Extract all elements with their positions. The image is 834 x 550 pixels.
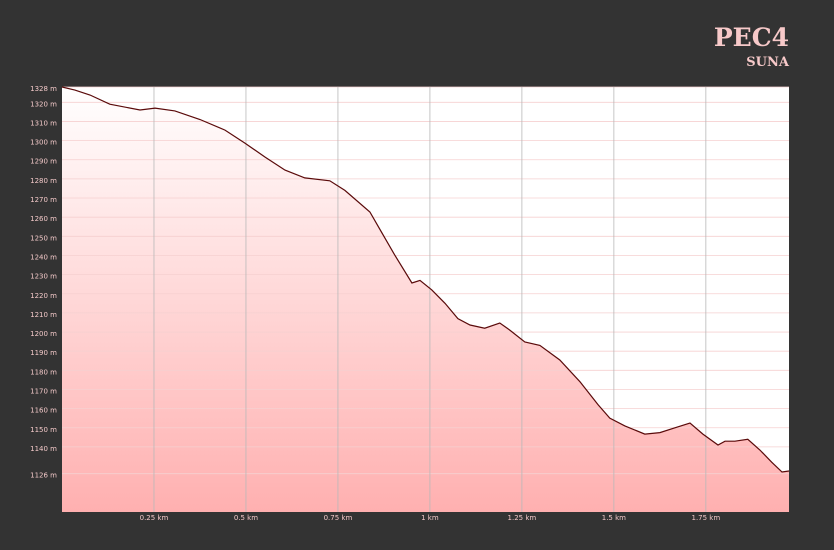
y-tick-label: 1328 m: [30, 85, 57, 93]
y-tick-label: 1200 m: [30, 330, 57, 338]
y-tick-label: 1170 m: [30, 387, 57, 395]
y-tick-label: 1160 m: [30, 407, 57, 415]
y-tick-label: 1320 m: [30, 100, 57, 108]
y-tick-label: 1300 m: [30, 139, 57, 147]
elevation-line: [61, 86, 790, 473]
y-tick-label: 1180 m: [30, 368, 57, 376]
x-tick-label: 1.5 km: [602, 514, 626, 522]
x-tick-label: 1.75 km: [692, 514, 721, 522]
y-tick-label: 1230 m: [30, 273, 57, 281]
chart-title: PEC4: [714, 23, 789, 52]
y-tick-label: 1280 m: [30, 177, 57, 185]
y-tick-label: 1140 m: [30, 445, 57, 453]
y-tick-label: 1260 m: [30, 215, 57, 223]
chart-subtitle: SUNA: [746, 55, 790, 70]
y-tick-label: 1150 m: [30, 426, 57, 434]
x-tick-label: 1.25 km: [508, 514, 537, 522]
y-tick-label: 1250 m: [30, 234, 57, 242]
y-tick-label: 1290 m: [30, 158, 57, 166]
x-tick-label: 0.25 km: [140, 514, 169, 522]
area-fill: [62, 87, 789, 512]
x-tick-label: 0.5 km: [234, 514, 258, 522]
y-tick-label: 1270 m: [30, 196, 57, 204]
y-tick-label: 1240 m: [30, 253, 57, 261]
y-tick-label: 1126 m: [30, 472, 57, 480]
x-tick-label: 1 km: [421, 514, 439, 522]
y-tick-label: 1220 m: [30, 292, 57, 300]
y-tick-label: 1190 m: [30, 349, 57, 357]
x-tick-label: 0.75 km: [324, 514, 353, 522]
y-tick-label: 1310 m: [30, 119, 57, 127]
y-tick-label: 1210 m: [30, 311, 57, 319]
